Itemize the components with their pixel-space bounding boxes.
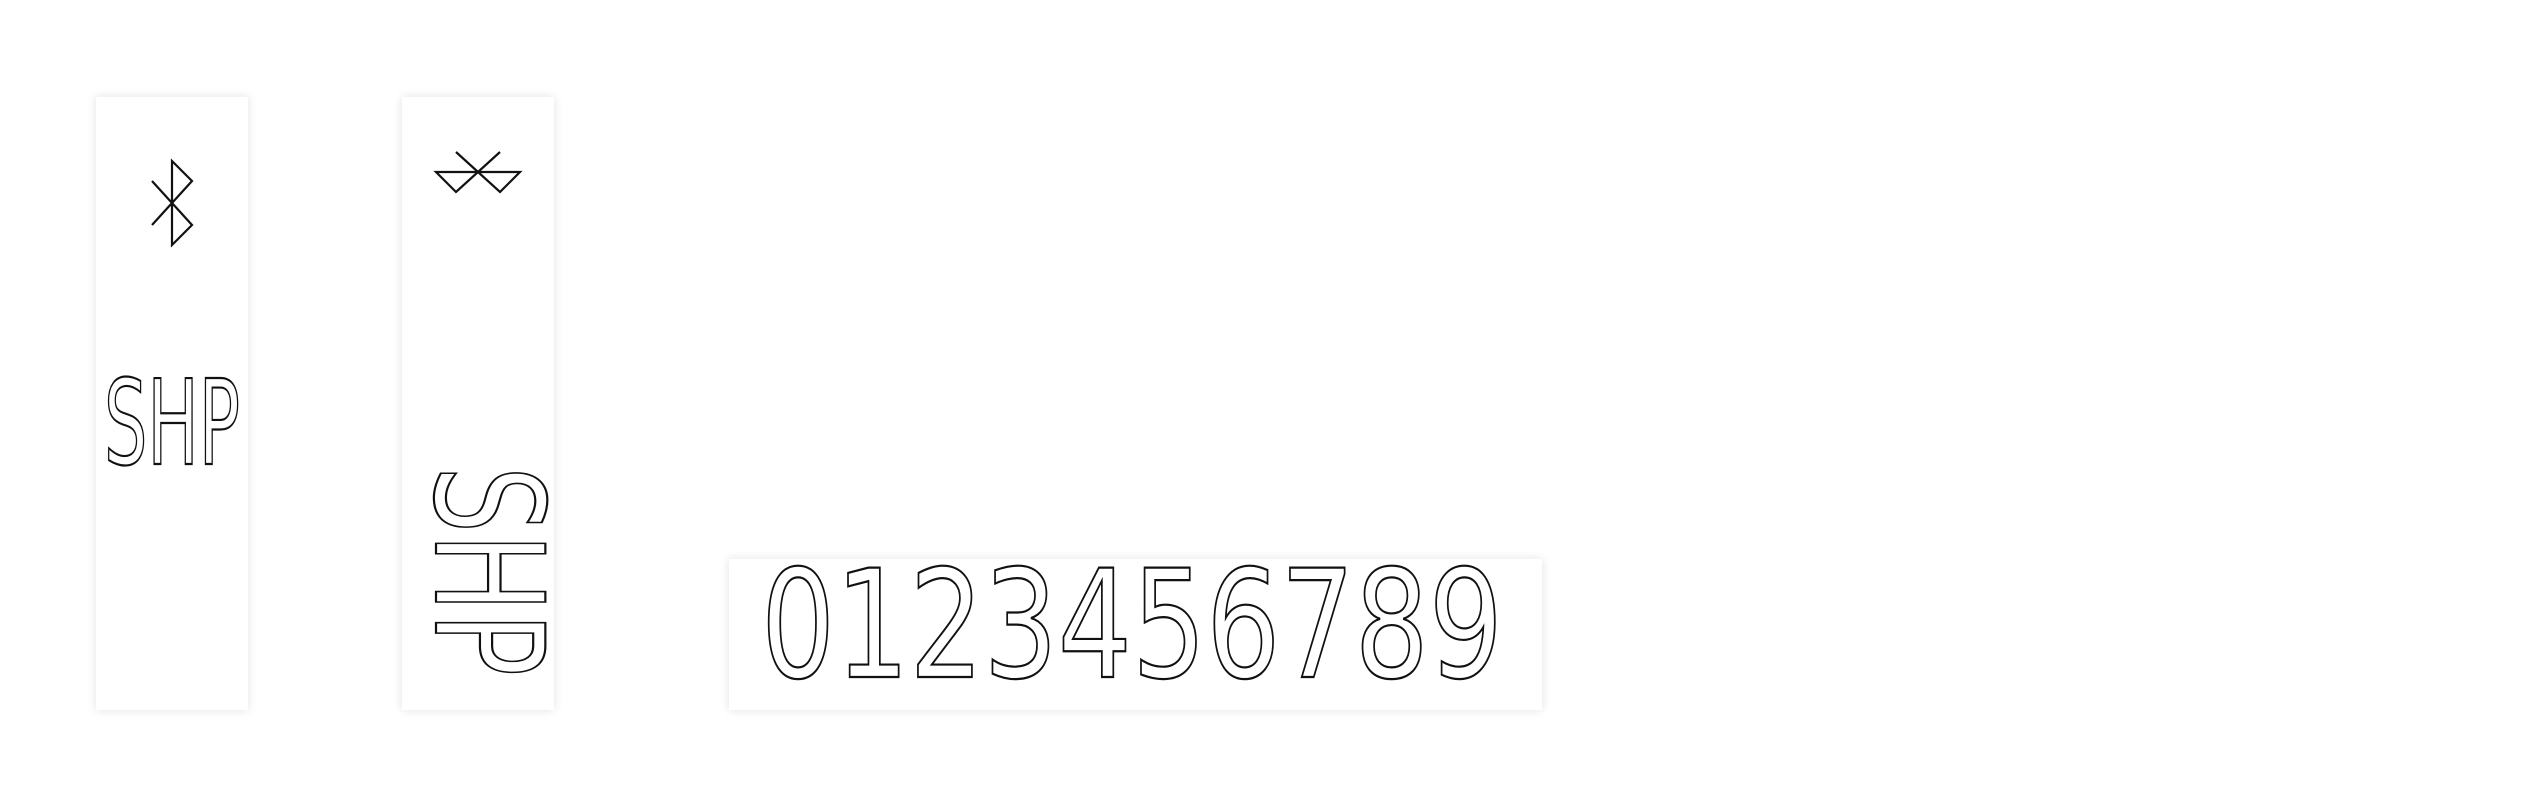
digits: 0123456789 (761, 539, 1503, 713)
bluetooth-icon (151, 158, 194, 248)
panel (402, 97, 554, 710)
panel-label: SHP (400, 466, 574, 676)
digits-panel (729, 559, 1542, 710)
panel-label: SHP (104, 354, 240, 492)
bluetooth-icon (433, 151, 523, 194)
